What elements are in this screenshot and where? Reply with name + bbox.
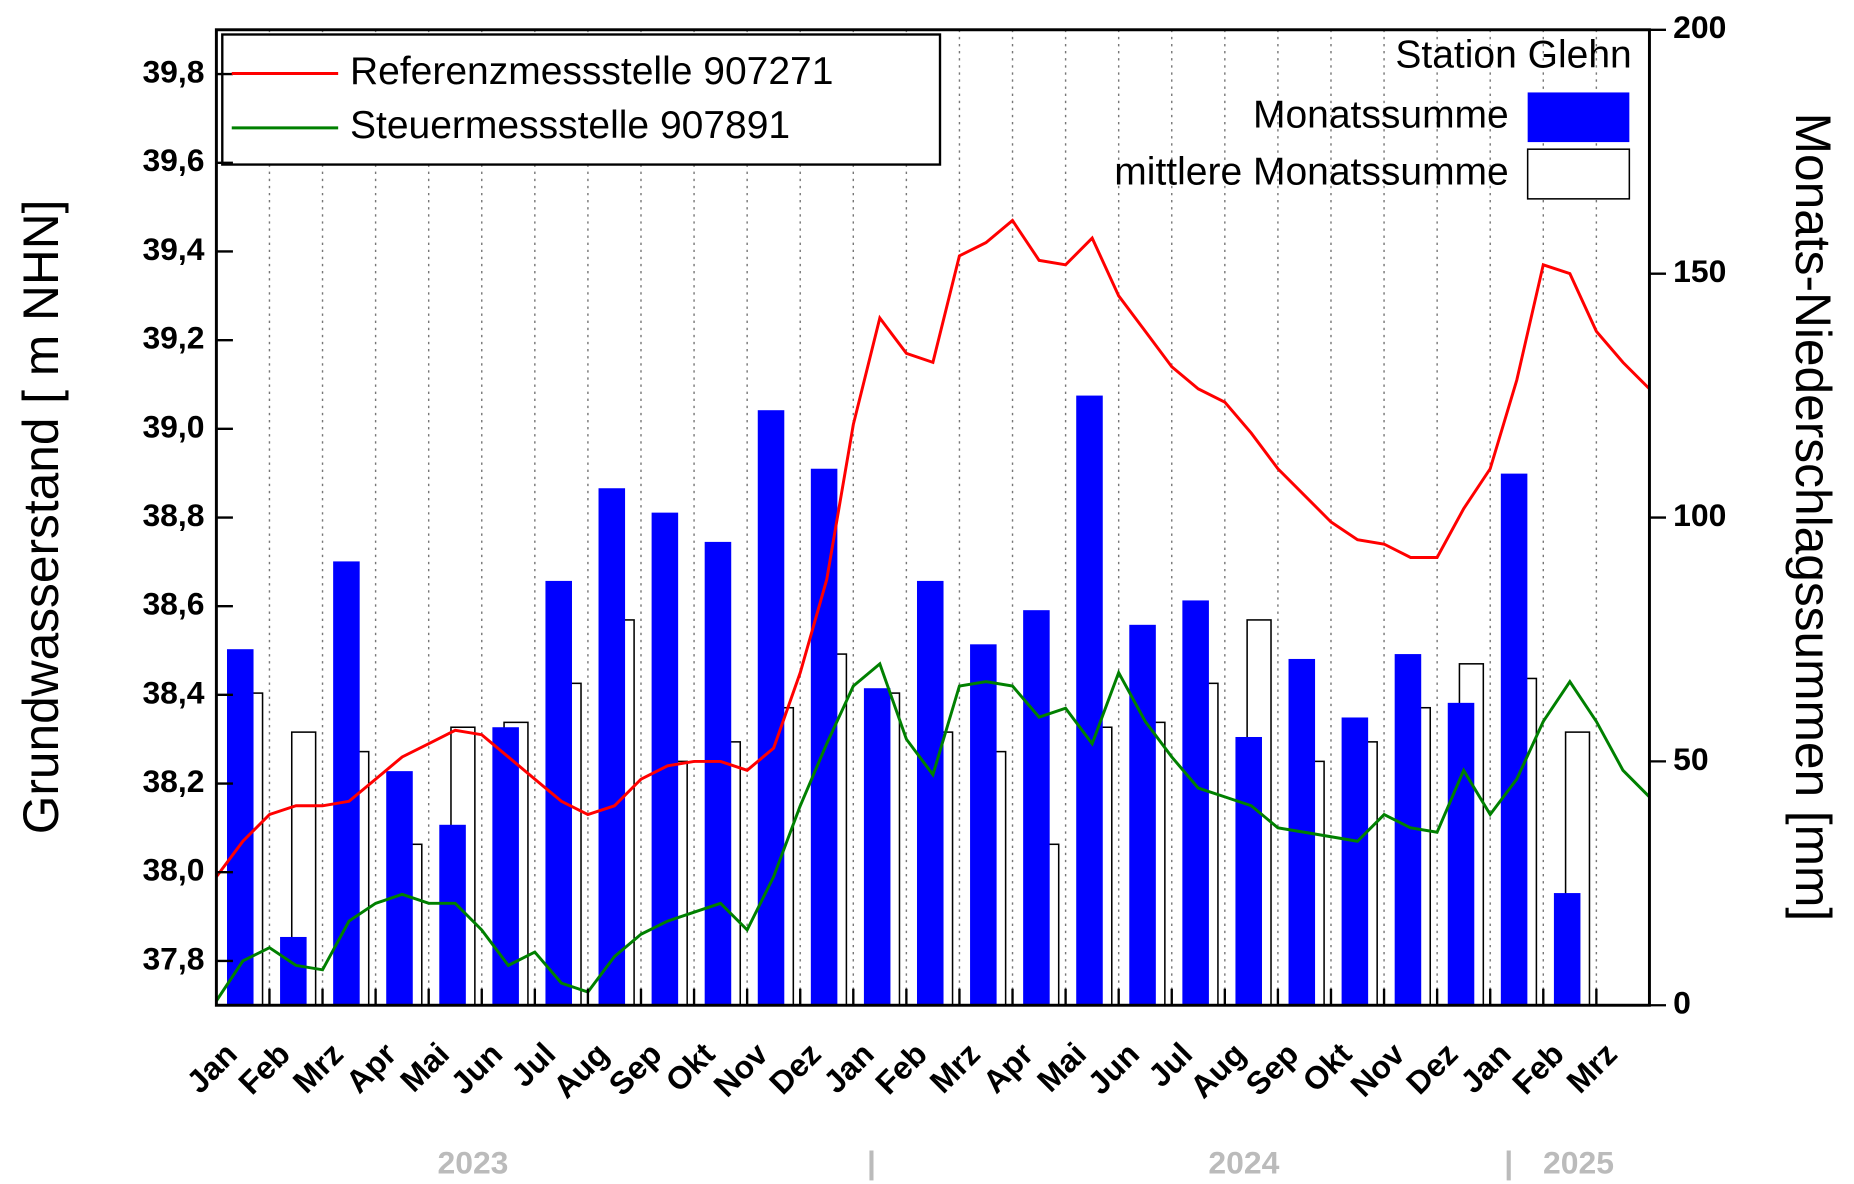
bars bbox=[226, 29, 1598, 1007]
x-tick-label: Jan bbox=[1453, 1036, 1517, 1100]
legend-label: Steuermessstelle 907891 bbox=[350, 104, 790, 147]
x-tick-label: Okt bbox=[1295, 1035, 1358, 1098]
bar bbox=[333, 561, 360, 1006]
bar bbox=[1023, 610, 1050, 1006]
x-tick-label: Feb bbox=[868, 1036, 934, 1102]
bar bbox=[280, 936, 307, 1006]
x-tick-label: Feb bbox=[231, 1036, 297, 1102]
x-tick-label: Jun bbox=[444, 1036, 510, 1102]
legend-label: mittlere Monatssumme bbox=[1114, 150, 1508, 193]
year-label: 2024 bbox=[1208, 1144, 1279, 1180]
bar bbox=[1182, 600, 1209, 1006]
legend-label: Referenzmessstelle 907271 bbox=[350, 50, 833, 93]
x-tick-label: Dez bbox=[1399, 1036, 1465, 1102]
x-tick-label: Mrz bbox=[923, 1036, 987, 1100]
bar bbox=[1235, 736, 1262, 1006]
y-tick-label: 37,8 bbox=[142, 940, 204, 976]
x-tick-label: Jan bbox=[816, 1036, 880, 1100]
x-tick-label: Sep bbox=[1239, 1036, 1306, 1103]
bar bbox=[1076, 395, 1103, 1006]
y-axis-label: Grundwasserstand [ m NHN] bbox=[13, 200, 69, 835]
y-tick-label: 38,4 bbox=[142, 674, 204, 710]
bar bbox=[226, 649, 254, 1006]
year-label: 2023 bbox=[437, 1144, 508, 1180]
y2-tick-label: 0 bbox=[1673, 985, 1691, 1021]
x-tick-label: Sep bbox=[602, 1036, 669, 1103]
x-tick-label: Jan bbox=[180, 1036, 244, 1100]
bar bbox=[757, 410, 785, 1006]
bar bbox=[916, 580, 944, 1006]
bar bbox=[1447, 702, 1475, 1006]
year-label: 2025 bbox=[1543, 1144, 1614, 1180]
bar bbox=[651, 512, 679, 1006]
legend-title: Station Glehn bbox=[1395, 33, 1631, 76]
legend-label: Monatssumme bbox=[1253, 94, 1509, 137]
year-separator: | bbox=[867, 1144, 876, 1180]
x-tick-label: Mai bbox=[1030, 1036, 1093, 1099]
y-tick-label: 38,0 bbox=[142, 852, 204, 888]
x-tick-label: Mai bbox=[393, 1036, 456, 1099]
y-tick-label: 39,2 bbox=[142, 320, 204, 356]
legend-box bbox=[221, 33, 942, 166]
legend-swatch bbox=[1526, 148, 1631, 200]
bar bbox=[1341, 717, 1369, 1006]
y-tick-label: 38,2 bbox=[142, 763, 204, 799]
x-tick-label: Nov bbox=[1343, 1035, 1411, 1103]
bar bbox=[970, 644, 997, 1006]
x-tick-label: Apr bbox=[976, 1036, 1040, 1100]
bar bbox=[810, 468, 838, 1006]
y2-tick-label: 50 bbox=[1673, 741, 1708, 777]
y-tick-label: 39,0 bbox=[142, 408, 204, 444]
year-separator: | bbox=[1504, 1144, 1513, 1180]
bar bbox=[598, 488, 626, 1006]
x-tick-label: Aug bbox=[546, 1036, 615, 1105]
y-tick-label: 39,8 bbox=[142, 54, 204, 90]
y2-tick-label: 150 bbox=[1673, 253, 1726, 289]
y2-tick-label: 100 bbox=[1673, 497, 1726, 533]
x-tick-label: Mrz bbox=[286, 1036, 350, 1100]
lines bbox=[215, 218, 1651, 1002]
bar bbox=[492, 727, 519, 1006]
bar bbox=[1553, 893, 1581, 1006]
y2-tick-label: 200 bbox=[1673, 9, 1726, 45]
line bbox=[215, 661, 1651, 1002]
x-tick-label: Feb bbox=[1505, 1036, 1571, 1102]
x-tick-label: Mrz bbox=[1560, 1036, 1624, 1100]
x-tick-label: Okt bbox=[658, 1035, 721, 1098]
x-tick-label: Jun bbox=[1081, 1036, 1147, 1102]
x-tick-label: Aug bbox=[1183, 1036, 1252, 1105]
legend-swatch bbox=[1527, 92, 1630, 143]
bar bbox=[386, 771, 413, 1006]
x-tick-label: Apr bbox=[339, 1036, 403, 1100]
bar bbox=[1500, 473, 1528, 1006]
bar bbox=[863, 688, 891, 1006]
bar bbox=[1129, 624, 1156, 1006]
x-tick-label: Nov bbox=[707, 1035, 775, 1103]
bar bbox=[704, 541, 732, 1006]
y2-axis-label: Monats-Niederschlagssummen [mm] bbox=[1785, 113, 1841, 922]
bar bbox=[439, 824, 466, 1006]
y-tick-label: 38,8 bbox=[142, 497, 204, 533]
y-tick-label: 39,6 bbox=[142, 142, 204, 178]
line bbox=[215, 218, 1651, 878]
x-tick-label: Dez bbox=[762, 1036, 828, 1102]
y-tick-label: 38,6 bbox=[142, 586, 204, 622]
y-tick-label: 39,4 bbox=[142, 231, 204, 267]
